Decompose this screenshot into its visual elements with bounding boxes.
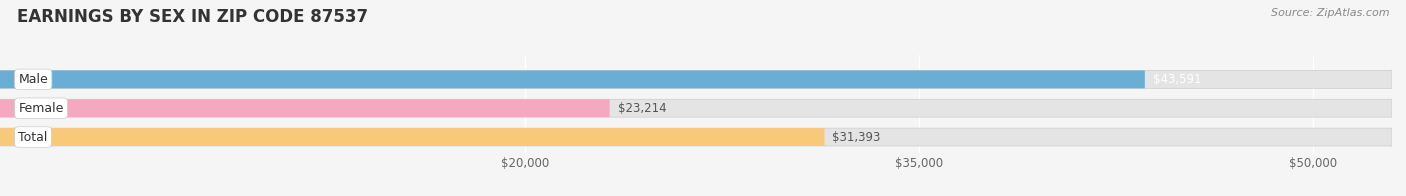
Text: Source: ZipAtlas.com: Source: ZipAtlas.com (1271, 8, 1389, 18)
FancyBboxPatch shape (0, 70, 1144, 88)
Text: EARNINGS BY SEX IN ZIP CODE 87537: EARNINGS BY SEX IN ZIP CODE 87537 (17, 8, 368, 26)
Text: Female: Female (18, 102, 63, 115)
FancyBboxPatch shape (0, 99, 610, 117)
FancyBboxPatch shape (0, 128, 824, 146)
Text: Total: Total (18, 131, 48, 143)
Text: $31,393: $31,393 (832, 131, 880, 143)
Text: $23,214: $23,214 (617, 102, 666, 115)
Text: $43,591: $43,591 (1153, 73, 1201, 86)
FancyBboxPatch shape (0, 128, 1392, 146)
Text: Male: Male (18, 73, 48, 86)
FancyBboxPatch shape (0, 70, 1392, 88)
FancyBboxPatch shape (0, 99, 1392, 117)
